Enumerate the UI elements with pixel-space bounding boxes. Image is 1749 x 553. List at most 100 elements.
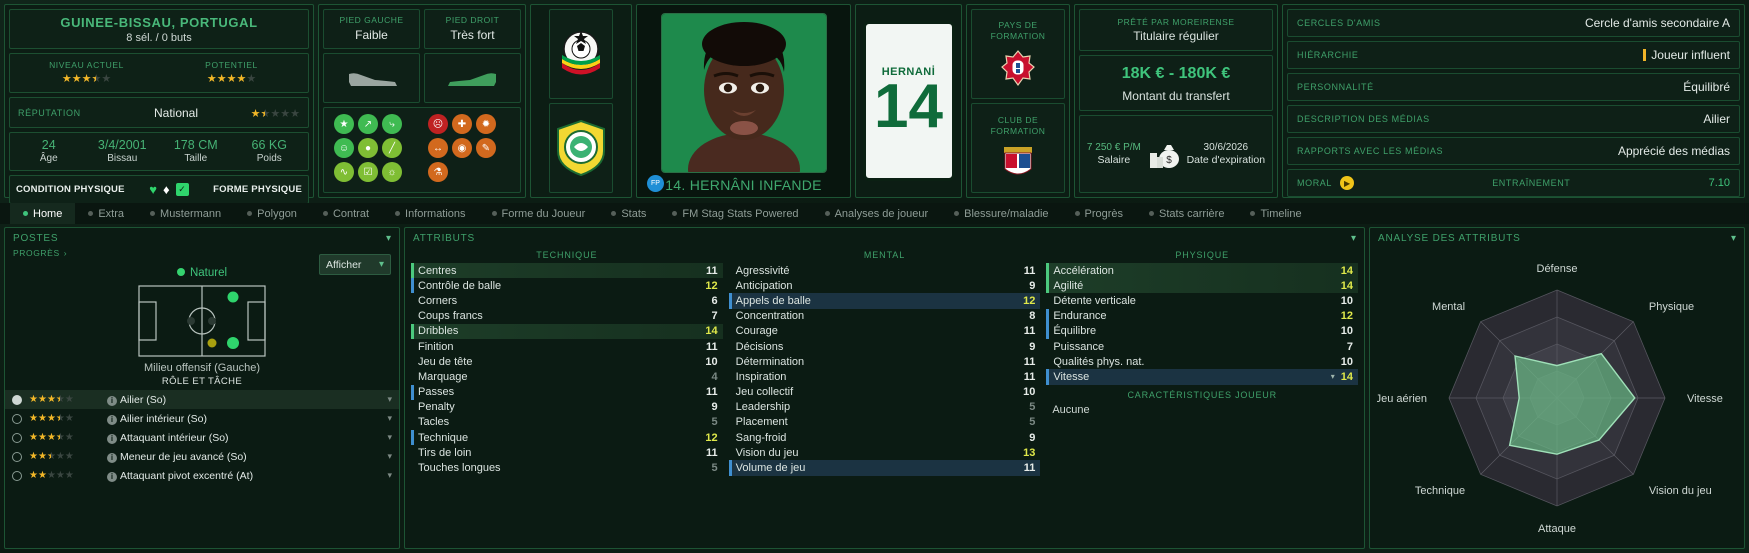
positive-traits: ★ ↗ ⤷ ☺ ● ╱ ∿ ☑ ☼: [334, 114, 402, 186]
tab-polygon[interactable]: Polygon: [234, 203, 310, 224]
attribute-row[interactable]: Placement 5: [729, 415, 1041, 430]
feet-row: PIED GAUCHE Faible PIED DROIT Très fort: [323, 9, 521, 49]
attribute-name: Contrôle de balle: [418, 279, 502, 292]
tab-stats-carriere[interactable]: Stats carrière: [1136, 203, 1237, 224]
chevron-down-icon[interactable]: ▾: [387, 470, 392, 480]
chevron-down-icon[interactable]: ▾: [387, 394, 392, 404]
attribute-row[interactable]: Contrôle de balle 12: [411, 278, 723, 293]
afficher-dropdown[interactable]: Afficher ▾: [319, 254, 391, 275]
chevron-down-icon[interactable]: ▾: [1350, 233, 1356, 244]
attribute-row[interactable]: Tirs de loin 11: [411, 445, 723, 460]
attribute-row[interactable]: Détermination 11: [729, 354, 1041, 369]
attribute-row[interactable]: Anticipation 9: [729, 278, 1041, 293]
tab-mustermann[interactable]: Mustermann: [137, 203, 234, 224]
attribute-row[interactable]: Concentration 8: [729, 309, 1041, 324]
attribute-value: 10: [1340, 325, 1354, 338]
info-icon[interactable]: i: [107, 414, 117, 425]
radio-icon[interactable]: [12, 413, 22, 424]
attribute-row[interactable]: Centres 11: [411, 263, 723, 279]
info-icon[interactable]: i: [107, 471, 117, 482]
info-icon[interactable]: i: [107, 395, 117, 406]
attribute-row[interactable]: Technique 12: [411, 430, 723, 445]
progress-link[interactable]: PROGRÈS ›: [13, 248, 68, 258]
radio-icon[interactable]: [12, 470, 22, 481]
technique-rows: Centres 11 Contrôle de balle 12 Corners 6 Coup…: [411, 263, 723, 476]
info-icon[interactable]: i: [107, 433, 117, 444]
club-badge[interactable]: [549, 103, 613, 193]
attribute-value: 13: [1023, 446, 1036, 459]
attribute-row[interactable]: Corners 6: [411, 293, 723, 308]
attribute-row[interactable]: Leadership 5: [729, 400, 1041, 415]
attribute-row[interactable]: Accélération 14: [1046, 263, 1359, 279]
info-icon[interactable]: i: [107, 452, 117, 463]
attribute-row[interactable]: Courage 11: [729, 324, 1041, 339]
attribute-row[interactable]: Touches longues 5: [411, 460, 723, 475]
attribute-row[interactable]: Équilibre 10: [1046, 324, 1358, 339]
attribute-row[interactable]: Qualités phys. nat. 10: [1046, 354, 1358, 369]
attribute-name: Équilibre: [1053, 325, 1097, 338]
chevron-down-icon[interactable]: ▾: [387, 432, 392, 442]
attribute-value: 11: [1023, 355, 1036, 368]
chevron-down-icon[interactable]: ▾: [387, 451, 392, 461]
chevron-down-icon[interactable]: ▾: [385, 233, 391, 244]
attribute-name: Volume de jeu: [735, 462, 806, 475]
tab-timeline[interactable]: Timeline: [1237, 203, 1314, 224]
attribute-row[interactable]: Agressivité 11: [729, 263, 1041, 278]
injury-risk-icon: ☹: [428, 114, 448, 134]
radio-icon[interactable]: [12, 451, 22, 462]
attribute-value: 14: [1340, 279, 1354, 292]
national-team-badge[interactable]: [549, 9, 613, 99]
attribute-name: Dribbles: [418, 325, 459, 338]
player-portrait-panel[interactable]: FP 14. HERNÂNI INFANDE: [636, 4, 851, 198]
attribute-row[interactable]: Sang-froid 9: [729, 430, 1041, 445]
attribute-row[interactable]: Tacles 5: [411, 415, 723, 430]
attribute-row[interactable]: Vision du jeu 13: [729, 445, 1041, 460]
attribute-row[interactable]: Inspiration 11: [729, 369, 1041, 384]
attribute-row[interactable]: Décisions 9: [729, 339, 1041, 354]
attribute-row[interactable]: Finition 11: [411, 339, 723, 354]
tab-informations[interactable]: Informations: [382, 203, 479, 224]
tab-stats[interactable]: Stats: [598, 203, 659, 224]
attribute-name: Concentration: [735, 310, 805, 323]
attribute-row[interactable]: Penalty 9: [411, 400, 723, 415]
feet-traits-panel: PIED GAUCHE Faible PIED DROIT Très fort: [318, 4, 526, 198]
attribute-value: 9: [1029, 279, 1036, 292]
tab-progres[interactable]: Progrès: [1062, 203, 1137, 224]
tab-fm-stag-stats[interactable]: FM Stag Stats Powered: [659, 203, 811, 224]
globe-icon: ☼: [382, 162, 402, 182]
attribute-value: 8: [1029, 310, 1036, 323]
tab-extra[interactable]: Extra: [75, 203, 137, 224]
attribute-row[interactable]: Volume de jeu 11: [728, 460, 1041, 476]
chevron-down-icon[interactable]: ▾: [1730, 233, 1736, 244]
attribute-row[interactable]: Coups francs 7: [411, 309, 723, 324]
tab-home[interactable]: Home: [10, 203, 76, 224]
tab-dot-icon: [322, 211, 328, 216]
attribute-row[interactable]: Jeu de tête 10: [411, 354, 723, 369]
attribute-name: Placement: [735, 416, 788, 429]
tab-blessure-maladie[interactable]: Blessure/maladie: [941, 203, 1061, 224]
player-traits-header: CARACTÉRISTIQUES JOUEUR: [1127, 389, 1277, 400]
attribute-row[interactable]: Passes 11: [411, 385, 723, 400]
attribute-row[interactable]: Endurance 12: [1046, 309, 1358, 324]
attribute-row[interactable]: Jeu collectif 10: [729, 385, 1041, 400]
attribute-row[interactable]: Marquage 4: [411, 369, 723, 384]
attribute-row[interactable]: Vitesse ▾ 14: [1046, 369, 1359, 385]
chevron-down-icon[interactable]: ▾: [387, 413, 392, 423]
medical-cross-icon: ✚: [452, 114, 472, 134]
attribute-row[interactable]: Dribbles 14: [411, 323, 723, 339]
attribute-row[interactable]: Puissance 7: [1046, 339, 1358, 354]
radio-icon[interactable]: [12, 432, 22, 443]
tab-analyses-de-joueur[interactable]: Analyses de joueur: [812, 203, 942, 224]
attribute-row[interactable]: Agilité 14: [1046, 278, 1359, 294]
attribute-row[interactable]: Appels de balle 12: [728, 293, 1041, 309]
tab-forme-du-joueur[interactable]: Forme du Joueur: [479, 203, 599, 224]
attribute-row[interactable]: Détente verticale 10: [1046, 293, 1358, 308]
attribute-name: Touches longues: [418, 462, 501, 475]
tab-contrat[interactable]: Contrat: [310, 203, 382, 224]
radio-icon[interactable]: [12, 394, 22, 405]
role-row[interactable]: ★★★★★ i Attaquant pivot excentré (At) ▾: [5, 466, 399, 485]
